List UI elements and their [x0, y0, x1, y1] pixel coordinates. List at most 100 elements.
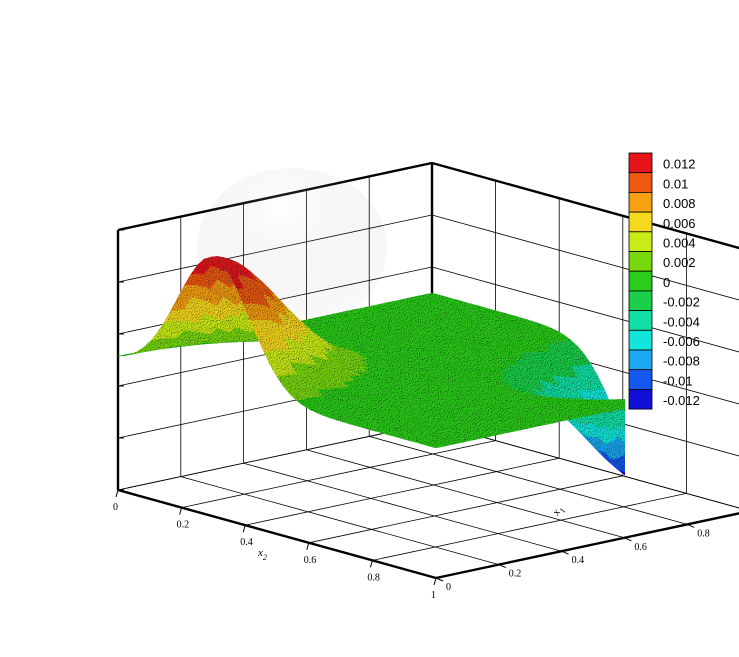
x2-tick-label: 0.8	[367, 572, 380, 583]
x2-tick-label: 0.2	[177, 520, 190, 531]
surface-cell	[624, 453, 625, 455]
surface-cell	[691, 419, 704, 432]
legend-label: -0.012	[663, 393, 700, 408]
surface-cell	[704, 401, 717, 410]
legend-label: -0.01	[663, 373, 693, 388]
legend-swatch	[628, 329, 653, 351]
surface-cell	[658, 441, 671, 454]
surface-cell	[664, 430, 677, 443]
legend-swatch	[628, 270, 653, 292]
surface-quads	[117, 256, 739, 482]
legend-swatch	[628, 231, 653, 252]
hill-highlight	[197, 168, 387, 328]
legend-label: 0.012	[663, 157, 696, 172]
surface-cell	[717, 388, 730, 391]
surface-cell	[624, 463, 625, 466]
surface-cell	[644, 449, 657, 462]
surface-cell	[638, 470, 651, 479]
surface-cell	[724, 388, 737, 390]
x1-tick-mark	[561, 550, 569, 555]
surface-cell	[644, 474, 657, 482]
legend-label: -0.008	[663, 354, 700, 369]
surface-cell	[429, 444, 443, 449]
surface-cell	[638, 411, 651, 420]
floor-gridline	[243, 462, 562, 552]
surface-cell	[671, 456, 684, 468]
x1-tick-mark	[435, 577, 444, 582]
legend-label: -0.004	[663, 314, 700, 329]
surface-cell	[671, 444, 684, 456]
x2-tick-mark	[179, 507, 183, 515]
x2-tick-mark	[369, 560, 373, 568]
surface-cell	[651, 439, 664, 453]
x2-tick-label: 0.4	[240, 537, 253, 548]
legend-label: 0.01	[663, 176, 688, 191]
surface-cell	[691, 410, 704, 421]
surface-cell	[730, 385, 739, 388]
surface-cell	[623, 451, 625, 455]
surface-cell	[638, 432, 651, 445]
surface-cell	[645, 423, 658, 435]
surface-cell	[658, 455, 671, 468]
legend-swatch	[628, 152, 653, 174]
legend-swatch	[628, 211, 653, 233]
legend-label: -0.006	[663, 334, 700, 349]
surface-cell	[624, 441, 625, 443]
legend-label: 0.002	[663, 255, 696, 270]
legend-swatch	[628, 369, 653, 390]
surface-cell	[638, 458, 651, 470]
x2-tick-mark	[433, 577, 437, 586]
floor-gridline	[372, 493, 687, 561]
box-frame-edge	[435, 512, 739, 580]
surface-cell	[717, 389, 730, 391]
surface-cell	[664, 456, 677, 468]
surface-cell	[711, 389, 724, 393]
surface-cell	[664, 467, 677, 477]
legend-swatch	[628, 251, 653, 272]
surface-cell	[724, 387, 737, 390]
x1-tick-label: 0.6	[634, 542, 647, 553]
surface-cell	[658, 428, 671, 441]
surface-cell	[651, 452, 664, 465]
legend-label: 0	[663, 275, 670, 290]
surface-cell	[658, 417, 671, 428]
legend-swatch	[628, 349, 653, 371]
box-frame-edge	[117, 488, 437, 580]
surface-cell	[631, 466, 644, 476]
surface-cell	[671, 420, 684, 432]
surface-cell	[651, 465, 664, 476]
surface-cell	[624, 471, 625, 473]
floor-gridline	[308, 475, 623, 544]
surface-cell	[724, 387, 737, 391]
x1-tick-mark	[498, 564, 506, 569]
floor-gridline	[245, 457, 560, 526]
x2-tick-label: 0	[113, 502, 118, 513]
surface-cell	[624, 429, 625, 431]
color-legend: 0.012 0.01 0.008 0.006 0.004 0.002 0 -0.002 -0.0…	[628, 152, 700, 410]
surface-cell	[632, 409, 645, 417]
floor-gridline	[180, 476, 499, 565]
surface-cell	[677, 443, 690, 456]
surface-cell	[631, 440, 644, 453]
legend-label: 0.008	[663, 196, 696, 211]
x2-tick-label: 1	[431, 590, 436, 601]
surface-cell	[657, 467, 670, 477]
x1-tick-mark	[687, 523, 695, 528]
surface-cell	[631, 453, 644, 465]
surface-cell	[645, 413, 658, 423]
x1-tick-label: 0	[446, 582, 451, 593]
legend-swatch	[628, 191, 653, 213]
legend-label: 0.004	[663, 236, 696, 251]
surface-cell	[704, 390, 717, 392]
surface-cell	[704, 391, 717, 394]
x2-tick-label: 0.6	[304, 555, 317, 566]
surface-mesh	[117, 168, 739, 482]
surface-cell	[684, 420, 697, 432]
x1-tick-label: 0.4	[572, 555, 585, 566]
surface-cell	[638, 475, 651, 482]
legend-label: -0.002	[663, 295, 700, 310]
x1-tick-label: 0.2	[509, 569, 522, 580]
surface-cell	[711, 389, 724, 391]
x2-tick-mark	[242, 525, 246, 533]
